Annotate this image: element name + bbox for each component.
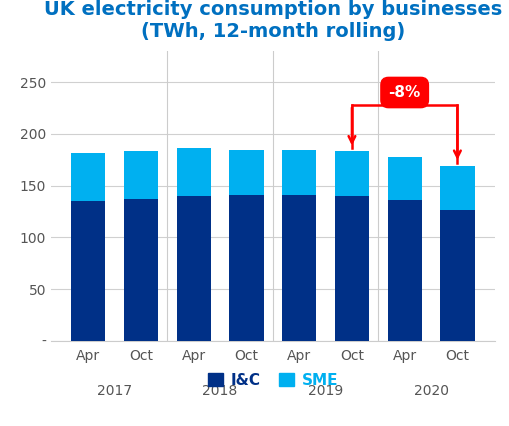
Bar <box>71 201 105 341</box>
Bar <box>229 150 263 195</box>
Bar <box>71 153 105 201</box>
Bar <box>334 196 369 341</box>
Bar <box>439 166 473 210</box>
Text: 2017: 2017 <box>97 384 132 398</box>
Bar <box>334 152 369 196</box>
Bar <box>439 210 473 341</box>
Bar <box>124 199 158 341</box>
Text: 2018: 2018 <box>202 384 237 398</box>
Text: 2019: 2019 <box>307 384 343 398</box>
Text: 2020: 2020 <box>413 384 447 398</box>
Bar <box>124 152 158 199</box>
Bar <box>229 195 263 341</box>
Bar <box>176 148 211 196</box>
Bar <box>387 157 421 200</box>
Bar <box>176 196 211 341</box>
Bar <box>387 200 421 341</box>
Text: -8%: -8% <box>388 85 420 100</box>
Title: UK electricity consumption by businesses
(TWh, 12-month rolling): UK electricity consumption by businesses… <box>44 0 501 41</box>
Bar <box>281 195 316 341</box>
Bar <box>281 150 316 195</box>
Legend: I&C, SME: I&C, SME <box>201 367 344 394</box>
